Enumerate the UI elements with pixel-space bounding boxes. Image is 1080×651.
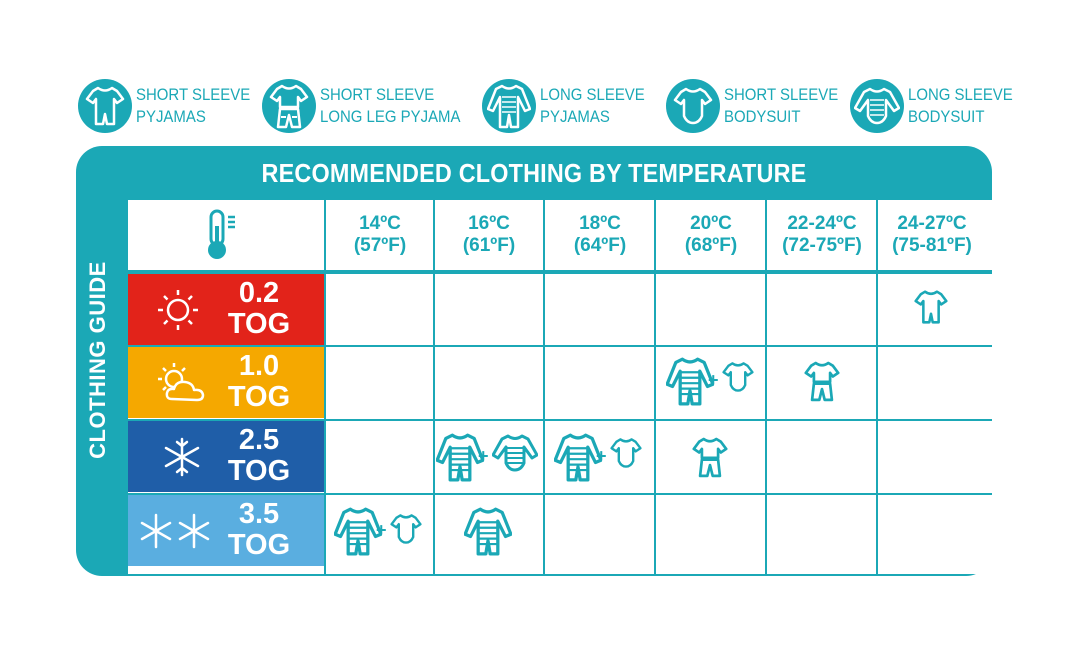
thermometer-icon [208,209,235,259]
tog-unit: TOG [227,529,291,561]
grid-line [433,200,435,574]
tog-unit: TOG [227,308,291,340]
plus-sign: + [596,446,607,466]
grid-line [876,200,878,574]
legend-line2: BODYSUIT [908,107,985,126]
legend-line2: PYJAMAS [136,107,206,126]
tog-unit: TOG [227,381,291,413]
temp-c: 20ºC [690,213,732,234]
tog-row-2-5: 2.5 TOG [128,421,324,492]
tog-value: 2.5 [238,424,280,456]
short-sleeve-long-leg-pyjama-icon [262,79,316,133]
legend-item-short-sleeve-pyjamas: SHORT SLEEVE PYJAMAS [78,76,266,136]
temp-header-24-27: 24-27ºC (75-81ºF) [878,200,986,270]
long-sleeve-pyjamas-icon [666,357,714,406]
legend-item-long-sleeve-pyjamas: LONG SLEEVE PYJAMAS [482,76,659,136]
temp-f: (64ºF) [573,235,627,256]
long-sleeve-bodysuit-icon [492,434,538,472]
grid-line [543,200,545,574]
tog-row-3-5: 3.5 TOG [128,495,324,566]
short-sleeve-bodysuit-icon [722,362,754,392]
plus-sign: + [478,446,489,466]
temp-f: (57ºF) [353,235,407,256]
legend-line1: LONG SLEEVE [540,85,645,104]
grid-line [128,419,992,421]
legend-line1: SHORT SLEEVE [320,85,435,104]
two-snowflakes-icon [140,513,210,549]
long-sleeve-pyjamas-icon [334,507,382,556]
grid-line [654,200,656,574]
short-sleeve-bodysuit-icon [610,438,642,468]
temp-header-16: 16ºC (61ºF) [435,200,543,270]
legend-item-long-sleeve-bodysuit: LONG SLEEVE BODYSUIT [850,76,1027,136]
tog-row-0-2: 0.2 TOG [128,274,324,345]
legend-item-short-sleeve-bodysuit: SHORT SLEEVE BODYSUIT [666,76,854,136]
short-sleeve-long-leg-pyjama-icon [692,437,728,478]
long-sleeve-bodysuit-icon [850,79,904,133]
temp-header-22-24: 22-24ºC (72-75ºF) [767,200,877,270]
temp-f: (68ºF) [684,235,738,256]
long-sleeve-pyjamas-icon [482,79,536,133]
grid-line [765,200,767,574]
grid-line [128,493,992,495]
temp-c: 22-24ºC [787,213,857,234]
temp-f: (75-81ºF) [892,235,972,256]
short-sleeve-bodysuit-icon [666,79,720,133]
long-sleeve-pyjamas-icon [436,433,484,482]
temp-f: (61ºF) [462,235,516,256]
sun-cloud-icon [158,363,205,402]
legend-line2: LONG LEG PYJAMA [320,107,461,126]
temp-f: (72-75ºF) [782,235,862,256]
temp-header-18: 18ºC (64ºF) [545,200,655,270]
legend-line2: BODYSUIT [724,107,801,126]
legend-line1: SHORT SLEEVE [724,85,839,104]
short-sleeve-pyjamas-icon [78,79,132,133]
grid-line [128,345,992,347]
temp-header-20: 20ºC (68ºF) [656,200,766,270]
legend-line1: SHORT SLEEVE [136,85,251,104]
temp-header-14: 14ºC (57ºF) [326,200,434,270]
tog-value: 3.5 [238,498,280,530]
temp-c: 24-27ºC [897,213,967,234]
plus-sign: + [376,520,387,540]
side-label: CLOTHING GUIDE [85,261,110,459]
plus-sign: + [708,370,719,390]
tog-unit: TOG [227,455,291,487]
short-sleeve-bodysuit-icon [390,514,422,544]
temp-c: 14ºC [359,213,401,234]
short-sleeve-long-leg-pyjama-icon [804,361,840,402]
clothing-legend: SHORT SLEEVE PYJAMAS SHORT SLEEVE LONG LEG… [78,76,1018,138]
tog-row-1-0: 1.0 TOG [128,347,324,418]
grid-line [324,200,326,574]
tog-value: 0.2 [238,277,280,309]
legend-line2: PYJAMAS [540,107,610,126]
legend-item-short-sleeve-long-leg-pyjama: SHORT SLEEVE LONG LEG PYJAMA [262,76,480,136]
clothing-table: 14ºC (57ºF) 16ºC (61ºF) 18ºC (64ºF) 20ºC (68… [128,200,992,574]
grid-line [128,270,992,274]
long-sleeve-pyjamas-icon [464,507,512,556]
sun-icon [158,290,198,330]
short-sleeve-pyjamas-icon [914,290,948,324]
temp-c: 18ºC [579,213,621,234]
snowflake-icon [164,437,200,477]
temp-c: 16ºC [468,213,510,234]
panel-title: RECOMMENDED CLOTHING BY TEMPERATURE [261,158,807,188]
tog-value: 1.0 [238,350,280,382]
long-sleeve-pyjamas-icon [554,433,602,482]
legend-line1: LONG SLEEVE [908,85,1013,104]
